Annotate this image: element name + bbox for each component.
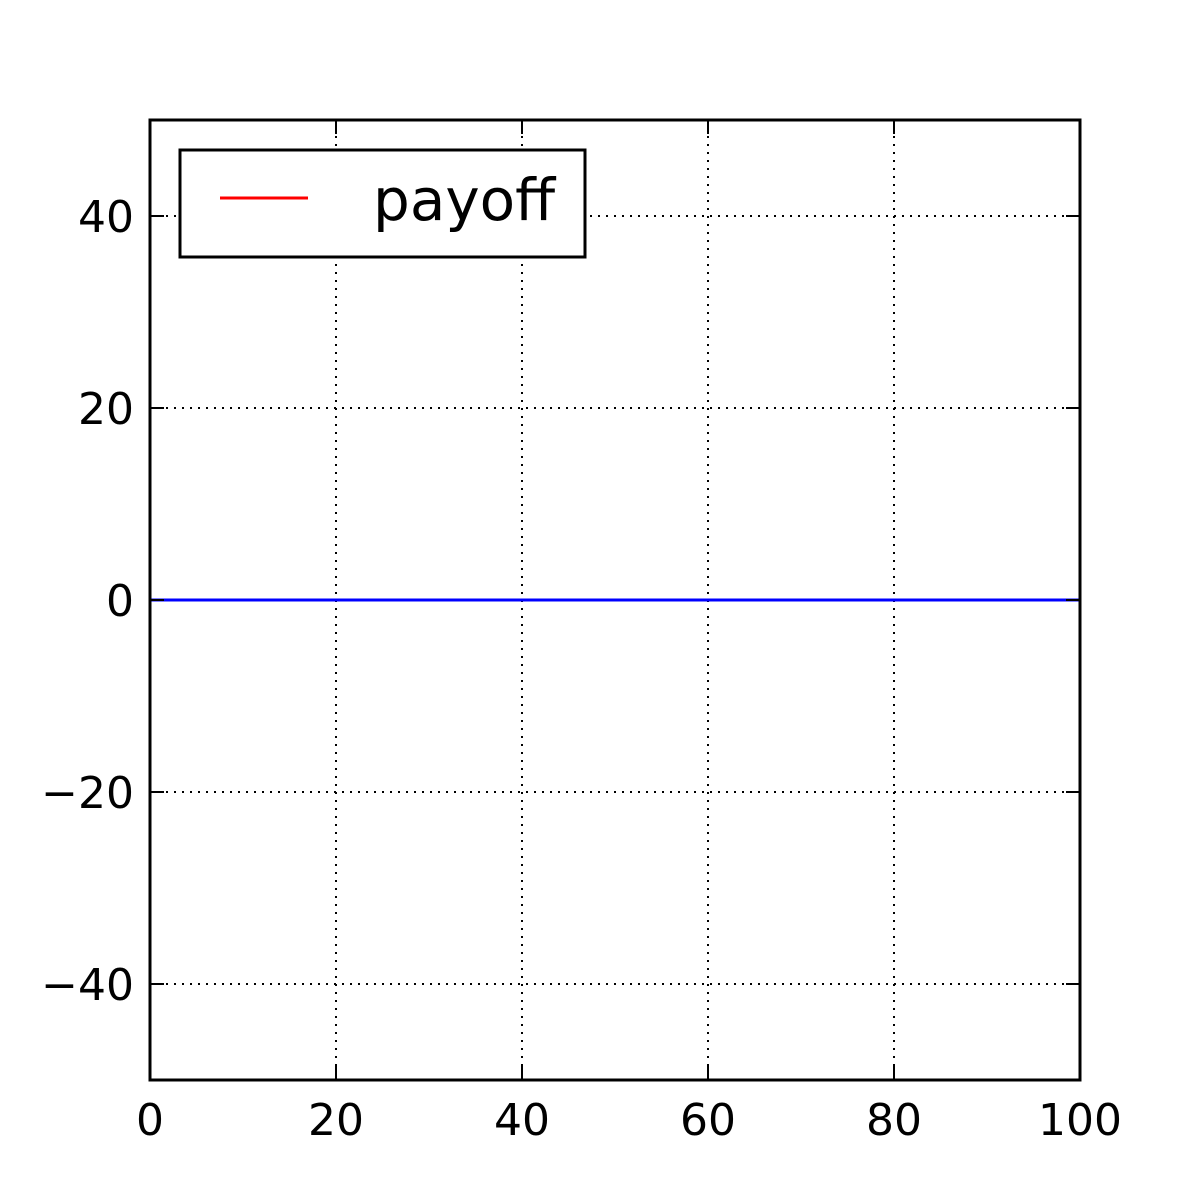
y-tick-label: 40 — [78, 192, 134, 243]
x-tick-label: 0 — [136, 1095, 164, 1146]
x-tick-label: 80 — [866, 1095, 922, 1146]
y-tick-label: 0 — [106, 576, 134, 627]
x-tick-label: 20 — [308, 1095, 364, 1146]
y-tick-label: −40 — [41, 960, 134, 1011]
tick-labels: 0 20 40 60 80 100 −40 −20 0 20 40 — [41, 192, 1122, 1146]
x-tick-label: 40 — [494, 1095, 550, 1146]
x-tick-label: 100 — [1038, 1095, 1122, 1146]
ticks — [149, 120, 1081, 1080]
y-tick-label: −20 — [41, 768, 134, 819]
y-tick-label: 20 — [78, 384, 134, 435]
legend-box — [178, 148, 587, 259]
x-tick-label: 60 — [680, 1095, 736, 1146]
legend: payoff — [178, 148, 587, 259]
legend-label-payoff: payoff — [373, 166, 557, 234]
